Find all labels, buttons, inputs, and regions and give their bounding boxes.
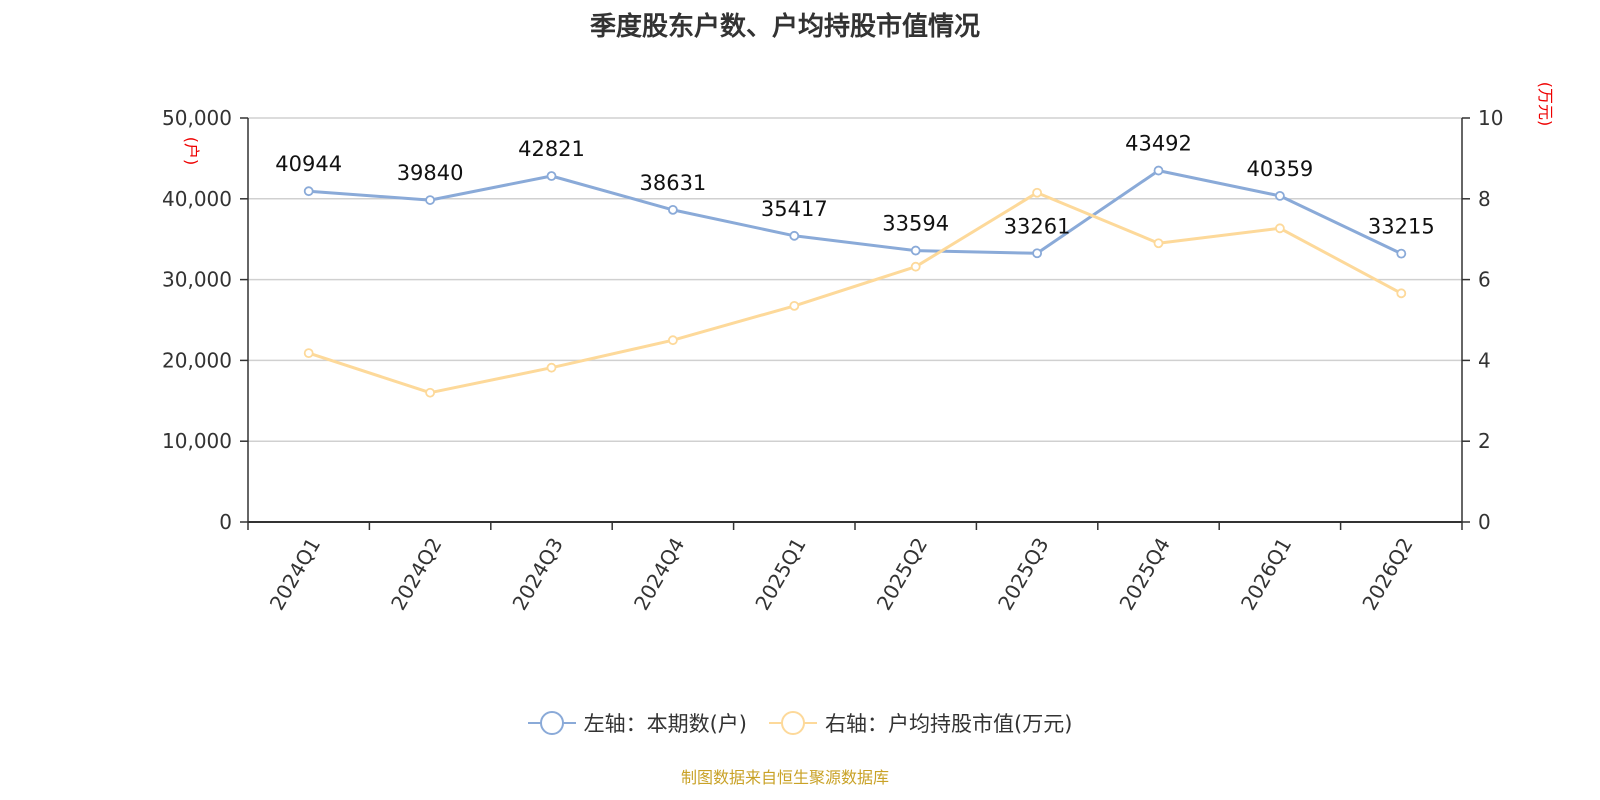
x-axis-tick-label: 2025Q4 (1114, 534, 1174, 615)
data-label-left: 40944 (275, 152, 342, 176)
data-label-left: 35417 (761, 197, 828, 221)
data-point-right (303, 348, 314, 359)
source-note: 制图数据来自恒生聚源数据库 (680, 768, 889, 787)
x-axis-tick-label: 2024Q3 (507, 534, 567, 615)
data-point-right (1032, 187, 1042, 198)
right-axis-unit-label: (万元) (1536, 82, 1555, 127)
data-label-left: 39840 (397, 161, 464, 185)
data-point-left (1032, 248, 1042, 259)
series-line-left (308, 169, 1402, 255)
data-label-left: 43492 (1125, 132, 1192, 156)
data-label-left: 33594 (882, 212, 949, 236)
data-point-right (425, 387, 436, 398)
legend: 左轴：本期数(户) 右轴：户均持股市值(万元) (0, 708, 1600, 738)
data-point-left (789, 230, 800, 241)
x-axis-tick-label: 2025Q2 (872, 534, 932, 615)
data-label-left: 42821 (518, 137, 585, 161)
data-point-left (546, 171, 557, 181)
data-point-left (910, 245, 921, 256)
right-axis-tick-label: 2 (1478, 429, 1491, 453)
chart-title: 季度股东户数、户均持股市值情况 (589, 12, 980, 42)
axes: 0 0 10,000 2 20,000 4 30,000 6 40,000 8 50,000 10 (户… (162, 82, 1555, 614)
legend-item-left-series[interactable]: 左轴：本期数(户) (527, 708, 747, 738)
data-point-right (1396, 288, 1407, 299)
data-point-right (789, 300, 800, 311)
data-label-left: 33215 (1368, 215, 1435, 239)
data-point-left (668, 204, 678, 215)
x-axis-tick-label: 2024Q2 (386, 534, 446, 615)
legend-item-right-series[interactable]: 右轴：户均持股市值(万元) (769, 708, 1072, 738)
legend-swatch-left (527, 710, 576, 736)
data-point-right (910, 261, 921, 272)
left-axis-tick-label: 20,000 (162, 348, 232, 372)
data-point-right (1275, 223, 1285, 234)
left-axis-tick-label: 30,000 (162, 268, 232, 292)
data-point-left (1153, 165, 1164, 176)
series-lines (303, 165, 1407, 398)
left-axis-tick-label: 50,000 (162, 106, 232, 130)
data-point-right (1153, 238, 1164, 249)
right-axis-tick-label: 8 (1478, 187, 1491, 211)
right-axis-tick-label: 6 (1478, 268, 1491, 292)
right-axis-tick-label: 10 (1478, 106, 1503, 130)
x-axis-tick-label: 2024Q1 (265, 534, 325, 615)
x-axis-tick-label: 2025Q1 (750, 534, 810, 615)
data-point-left (425, 195, 436, 205)
x-axis-tick-label: 2026Q2 (1357, 534, 1417, 615)
data-point-left (1396, 248, 1407, 259)
right-axis-tick-label: 4 (1478, 348, 1491, 372)
data-label-left: 33261 (1004, 214, 1071, 238)
data-point-right (668, 335, 678, 346)
grid-lines (248, 117, 1462, 442)
left-axis-tick-label: 10,000 (162, 429, 232, 453)
data-point-left (1275, 190, 1285, 201)
data-label-left: 40359 (1246, 157, 1313, 181)
legend-swatch-right (769, 710, 817, 736)
left-axis-tick-label: 0 (219, 510, 232, 534)
data-labels: 40944 39840 42821 38631 35417 33594 33261 43492… (275, 132, 1434, 239)
legend-label-right: 右轴：户均持股市值(万元) (825, 712, 1073, 736)
data-point-left (303, 186, 314, 197)
legend-label-left: 左轴：本期数(户) (583, 712, 747, 736)
right-axis-tick-label: 0 (1478, 510, 1491, 534)
data-point-right (546, 362, 557, 373)
x-axis-tick-label: 2024Q4 (629, 534, 689, 615)
left-axis-tick-label: 40,000 (162, 187, 232, 211)
series-line-right (308, 191, 1403, 395)
x-axis-tick-label: 2025Q3 (993, 534, 1053, 615)
x-axis-tick-label: 2026Q1 (1236, 534, 1296, 615)
data-label-left: 38631 (639, 171, 706, 195)
left-axis-unit-label: (户) (182, 137, 201, 166)
